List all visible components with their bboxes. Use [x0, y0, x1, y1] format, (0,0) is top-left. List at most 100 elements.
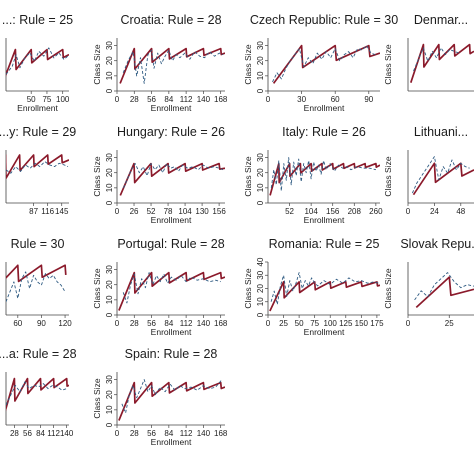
y-axis-label: Class Size [243, 44, 253, 84]
x-tick-label: 116 [41, 207, 54, 216]
panel-9: Rule = 30 60 90 120 [5, 237, 72, 328]
y-axis-label: Class Size [383, 44, 393, 84]
x-tick-label: 150 [355, 319, 369, 328]
rule-line [118, 271, 225, 311]
x-tick-label: 60 [331, 95, 340, 104]
series-group [119, 47, 225, 84]
rule-line [409, 43, 474, 83]
x-tick-label: 112 [180, 319, 193, 328]
x-axis-label: Enrollment [151, 215, 192, 225]
y-tick-label: 10 [105, 405, 114, 414]
x-tick-label: 100 [324, 319, 338, 328]
y-axis-label: Class Size [92, 44, 102, 84]
y-tick-label: 20 [105, 280, 114, 289]
rule-line [412, 162, 474, 196]
x-tick-label: 28 [130, 95, 139, 104]
x-axis-label: Enrollment [304, 103, 345, 113]
y-tick-label: 10 [256, 297, 265, 306]
series-group [6, 154, 69, 180]
y-tick-label: 20 [105, 390, 114, 399]
series-group [409, 43, 474, 83]
y-tick-label: 10 [105, 183, 114, 192]
y-tick-label: 20 [256, 168, 265, 177]
y-tick-label: 10 [256, 183, 265, 192]
series-group [118, 379, 225, 421]
y-tick-label: 10 [256, 71, 265, 80]
panel-3: Czech Republic: Rule = 300 30 60 900102030E… [243, 13, 398, 113]
rule-line [119, 47, 225, 84]
rule-line [6, 377, 69, 412]
panel-10: Portugal: Rule = 28 0 28 56 84 112 140 168 0 10 20… [92, 237, 228, 337]
y-tick-label: 0 [105, 312, 114, 317]
actual-class-size-line [411, 156, 470, 194]
series-group [414, 272, 474, 309]
x-tick-label: 50 [27, 95, 36, 104]
y-tick-label: 0 [256, 312, 265, 317]
rule-line [415, 276, 474, 309]
y-tick-label: 30 [105, 375, 114, 384]
x-tick-label: 28 [130, 429, 139, 438]
x-axis-label: Enrollment [304, 215, 345, 225]
x-tick-label: 28 [10, 429, 19, 438]
x-tick-label: 125 [339, 319, 353, 328]
x-axis-label: Enrollment [151, 327, 192, 337]
actual-class-size-line [270, 272, 379, 305]
x-axis-label: Enrollment [17, 103, 58, 113]
x-tick-label: 90 [37, 319, 46, 328]
series-group [118, 271, 225, 311]
x-tick-label: 90 [364, 95, 373, 104]
x-tick-label: 130 [195, 207, 209, 216]
x-tick-label: 84 [164, 319, 173, 328]
y-axis-label: Class Size [92, 378, 102, 418]
panel-title: Italy: Rule = 26 [282, 125, 366, 139]
panel-13: ...a: Rule = 28 28 56 84 112 140 [0, 347, 77, 438]
actual-class-size-line [413, 47, 459, 72]
x-tick-label: 140 [60, 429, 74, 438]
x-tick-label: 0 [406, 207, 411, 216]
x-tick-label: 104 [178, 207, 192, 216]
x-tick-label: 168 [214, 95, 228, 104]
y-tick-label: 30 [105, 153, 114, 162]
y-tick-label: 30 [256, 270, 265, 279]
x-tick-label: 0 [115, 95, 120, 104]
x-tick-label: 25 [279, 319, 288, 328]
x-tick-label: 0 [115, 319, 120, 328]
actual-class-size-line [122, 49, 224, 84]
x-tick-label: 75 [310, 319, 319, 328]
x-tick-label: 30 [297, 95, 306, 104]
y-tick-label: 30 [256, 41, 265, 50]
panel-title: Romania: Rule = 25 [269, 237, 380, 251]
x-tick-label: 25 [445, 319, 454, 328]
x-tick-label: 156 [212, 207, 226, 216]
y-tick-label: 0 [256, 88, 265, 93]
panel-title: Croatia: Rule = 28 [120, 13, 221, 27]
y-tick-label: 10 [105, 71, 114, 80]
series-group [269, 157, 380, 196]
x-tick-label: 75 [42, 95, 51, 104]
x-tick-label: 140 [197, 95, 211, 104]
x-tick-label: 56 [147, 429, 156, 438]
x-tick-label: 56 [147, 319, 156, 328]
x-tick-label: 52 [147, 207, 156, 216]
y-tick-label: 30 [105, 41, 114, 50]
y-tick-label: 0 [105, 88, 114, 93]
panel-title: Spain: Rule = 28 [125, 347, 218, 361]
x-tick-label: 100 [56, 95, 70, 104]
series-group [119, 162, 225, 196]
x-tick-label: 50 [295, 319, 304, 328]
x-tick-label: 56 [23, 429, 32, 438]
x-tick-label: 24 [430, 207, 439, 216]
actual-class-size-line [121, 379, 223, 414]
rule-line [272, 44, 380, 84]
x-tick-label: 84 [36, 429, 45, 438]
panel-title: Hungary: Rule = 26 [117, 125, 225, 139]
panel-2: Croatia: Rule = 28 0 28 56 84 112 140 168 0 10 20 3… [92, 13, 228, 113]
rule-line [6, 154, 69, 180]
panel-title: ...: Rule = 25 [2, 13, 73, 27]
series-group [6, 47, 69, 77]
panel-12: Slovak Repu... 0 25 Class Size [383, 237, 474, 328]
x-tick-label: 60 [13, 319, 22, 328]
rule-line [119, 162, 225, 196]
y-tick-label: 20 [256, 56, 265, 65]
